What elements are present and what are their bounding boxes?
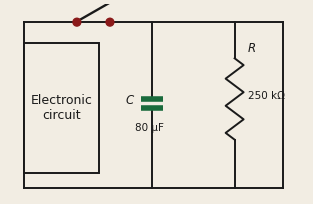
Text: R: R (248, 42, 256, 55)
Circle shape (73, 18, 81, 26)
Text: 250 kΩ: 250 kΩ (248, 91, 285, 101)
Text: 80 μF: 80 μF (136, 123, 164, 133)
Text: Electronic
circuit: Electronic circuit (31, 94, 93, 122)
Bar (24, 43, 100, 173)
Circle shape (106, 18, 114, 26)
Text: C: C (126, 94, 134, 107)
